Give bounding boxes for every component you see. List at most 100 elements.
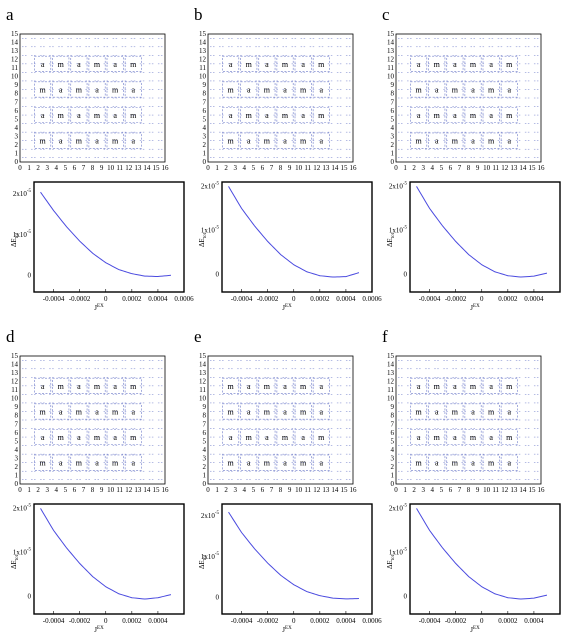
lattice-cell-label: a (247, 85, 251, 94)
lattice-x-tick: 15 (152, 486, 160, 494)
lattice-cell-box (464, 107, 482, 124)
lattice-x-tick: 11 (116, 486, 123, 494)
lattice-y-tick: 3 (391, 132, 395, 140)
lattice-y-tick: 12 (199, 378, 207, 386)
lattice-x-tick: 3 (45, 486, 49, 494)
lattice-cell-box (34, 132, 52, 149)
lattice-cell-label: a (301, 60, 305, 69)
energy-chart: -0.0004 -0.0002 0 0.0002 0.0004 0.0006 0 1x10-5… (198, 503, 382, 634)
lattice-y-tick: 10 (199, 395, 207, 403)
lattice-cell-box (312, 429, 330, 446)
lattice-cell-label: a (95, 459, 99, 468)
lattice-cell-box (428, 81, 446, 98)
lattice-cell-box (446, 454, 464, 471)
lattice-cell-label: m (264, 407, 271, 416)
chart-ylabel-sub: tot (15, 232, 20, 238)
lattice-cell-box (88, 107, 106, 124)
lattice-cell-label: m (318, 60, 325, 69)
chart-x-tick: -0.0004 (43, 617, 65, 625)
lattice-y-tick: 10 (11, 73, 19, 81)
lattice-x-tick: 12 (125, 486, 133, 494)
lattice-cell-label: m (40, 137, 47, 146)
lattice-y-tick: 2 (15, 463, 19, 471)
chart-x-tick: 0 (104, 617, 108, 625)
lattice-cell-label: a (59, 85, 63, 94)
lattice-cell-label: a (417, 382, 421, 391)
lattice-y-tick: 12 (199, 56, 207, 64)
chart-y-tick: 2x10-5 (201, 511, 220, 520)
lattice-x-tick: 14 (143, 164, 151, 172)
lattice-x-tick: 6 (261, 164, 265, 172)
lattice-cell-label: m (58, 433, 65, 442)
lattice-cell-label: m (506, 111, 513, 120)
lattice-cell-label: a (77, 382, 81, 391)
lattice-cell-box (410, 81, 428, 98)
lattice-x-tick: 8 (467, 164, 471, 172)
lattice-cell-label: m (434, 382, 441, 391)
chart-xlabel-sup: EX (97, 626, 104, 631)
lattice-cell-label: a (453, 433, 457, 442)
chart-x-tick: -0.0002 (257, 295, 279, 303)
lattice-cell-label: m (58, 60, 65, 69)
lattice-cell-box (464, 429, 482, 446)
lattice-y-tick: 13 (11, 47, 19, 55)
lattice-cell-label: m (94, 60, 101, 69)
lattice-y-tick: 11 (199, 386, 206, 394)
lattice-cell-label: a (417, 111, 421, 120)
lattice-y-tick: 3 (391, 454, 395, 462)
lattice-cell-label: m (40, 407, 47, 416)
lattice-cell-box (464, 454, 482, 471)
lattice-frame (395, 355, 542, 485)
lattice-x-tick: 15 (528, 164, 536, 172)
lattice-x-tick: 2 (36, 164, 40, 172)
lattice-y-tick: 10 (387, 395, 395, 403)
lattice-cell-label: a (471, 85, 475, 94)
lattice-x-tick: 10 (107, 486, 115, 494)
lattice-cell-box (70, 403, 88, 420)
lattice-cell-box (500, 55, 518, 72)
chart-y-tick-exp: -5 (215, 225, 220, 230)
lattice-cell-box (258, 132, 276, 149)
chart-y-tick: 0 (404, 592, 408, 600)
lattice-x-tick: 6 (73, 164, 77, 172)
lattice-cell-label: a (247, 382, 251, 391)
lattice-cell-box (34, 429, 52, 446)
lattice-y-tick: 0 (203, 158, 207, 166)
lattice-y-tick: 2 (391, 141, 395, 149)
lattice-y-tick: 6 (203, 107, 207, 115)
lattice-cell-box (482, 55, 500, 72)
chart-ylabel: ΔEtot (10, 232, 20, 247)
lattice-cell-box (222, 132, 240, 149)
lattice-cell-box (124, 107, 142, 124)
lattice-cell-label: m (76, 137, 83, 146)
lattice-cell-label: m (434, 60, 441, 69)
chart-x-tick: 0.0004 (336, 617, 356, 625)
lattice-cell-label: a (247, 407, 251, 416)
lattice-cell-label: m (94, 433, 101, 442)
lattice-grid: 0 1 2 3 4 5 6 7 8 9 10 11 12 13 14 15 160123456789101112… (11, 352, 169, 494)
lattice-x-tick: 16 (350, 486, 358, 494)
chart-ylabel-sub: tot (203, 232, 208, 238)
lattice-cell-label: a (41, 111, 45, 120)
lattice-cell-label: m (318, 433, 325, 442)
lattice-y-tick: 12 (387, 56, 395, 64)
lattice-cell-box (500, 377, 518, 394)
lattice-cell-box (500, 132, 518, 149)
lattice-cell-box (276, 107, 294, 124)
lattice-x-tick: 4 (431, 164, 435, 172)
lattice-cell-label: a (77, 111, 81, 120)
lattice-cell-box (464, 55, 482, 72)
lattice-y-tick: 13 (387, 47, 395, 55)
lattice-x-tick: 9 (288, 164, 292, 172)
lattice-x-tick: 11 (304, 164, 311, 172)
lattice-cell-label: a (435, 407, 439, 416)
chart-ylabel: ΔEtot (10, 554, 20, 569)
lattice-cell-box (34, 55, 52, 72)
lattice-cell-box (482, 429, 500, 446)
panel-letter: f (382, 327, 388, 346)
energy-chart: -0.0004 -0.0002 0 0.0002 0.0004 0.0006 0 1x10-5… (198, 181, 382, 312)
lattice-cell-box (124, 429, 142, 446)
lattice-cell-label: a (283, 85, 287, 94)
lattice-grid: 0 1 2 3 4 5 6 7 8 9 10 11 12 13 14 15 160123456789101112… (11, 30, 169, 172)
